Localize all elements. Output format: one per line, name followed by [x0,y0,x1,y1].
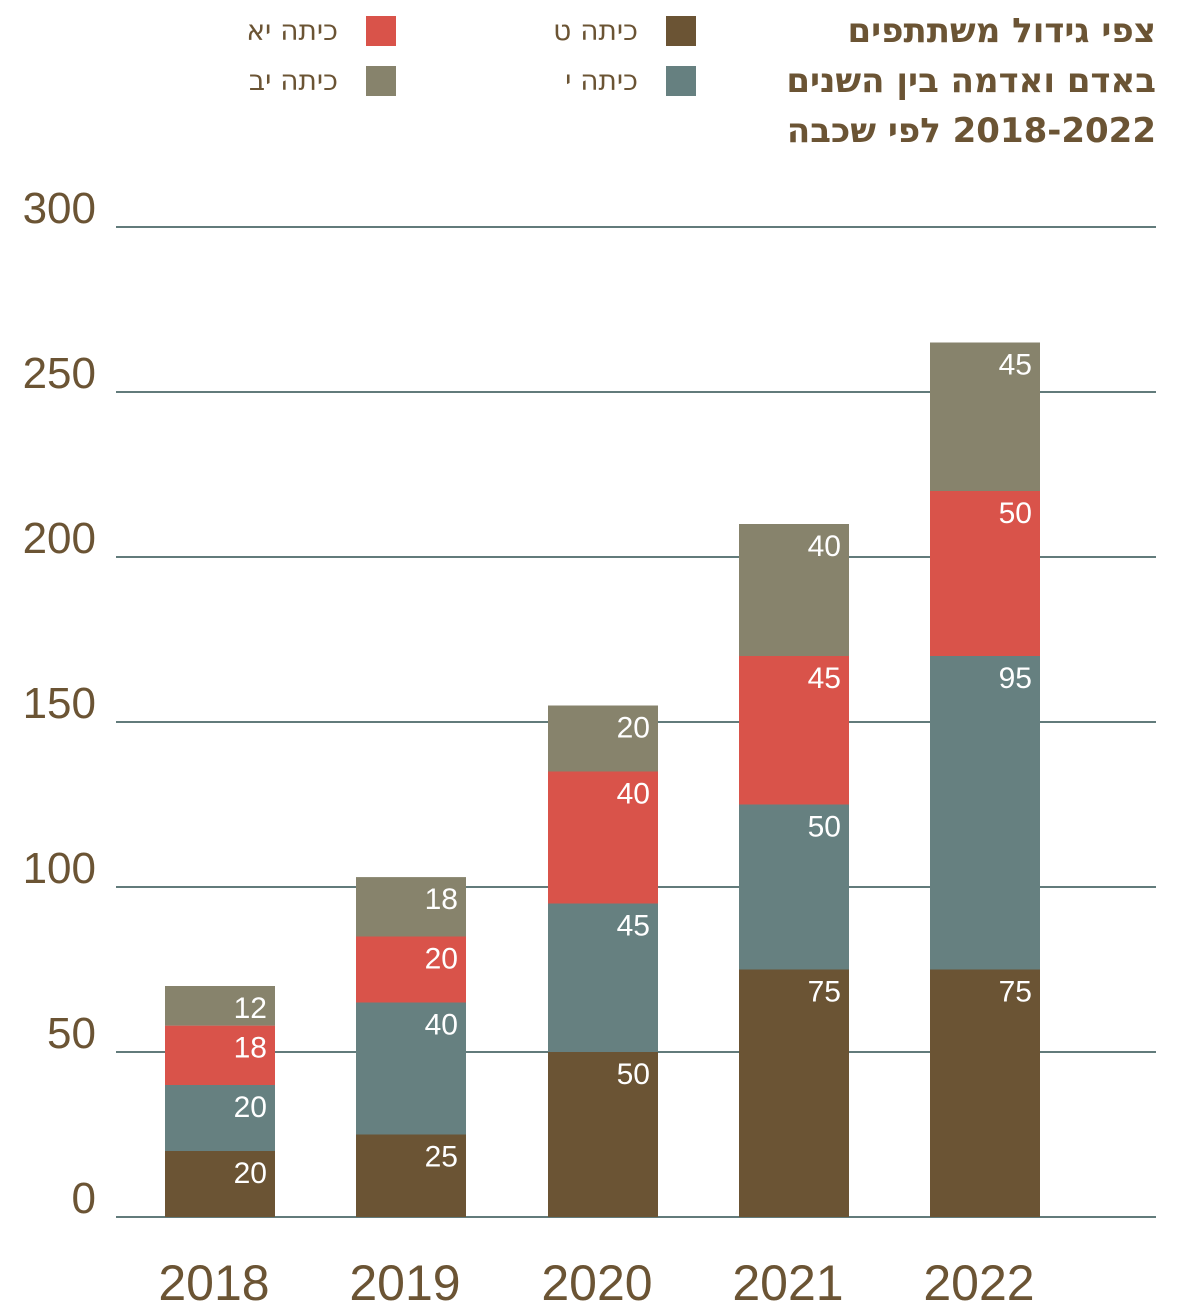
data-label-2022-series-3: 45 [999,349,1032,382]
bar-segment-2019-series-3 [356,877,466,937]
bar-segment-2019-series-1 [356,1002,466,1135]
data-label-2019-series-3: 18 [425,883,458,916]
bar-segment-2018-series-2 [165,1025,275,1085]
x-tick-label-2021: 2021 [732,1255,843,1311]
x-tick-label-2022: 2022 [923,1255,1034,1311]
legend-label-grade-12: כיתה יב [248,64,338,97]
legend-label-grade-10: כיתה י [565,64,638,97]
data-label-2022-series-0: 75 [999,976,1032,1009]
data-label-2020-series-1: 45 [617,910,650,943]
bar-segment-2022-series-2 [930,491,1040,656]
bar-segment-2018-series-0 [165,1151,275,1217]
data-label-2018-series-0: 20 [234,1157,267,1190]
bar-segment-2018-series-1 [165,1085,275,1151]
x-tick-label-2020: 2020 [541,1255,652,1311]
bar-segment-2019-series-0 [356,1134,466,1217]
chart-title-line-3: 2018-2022 לפי שכבה [786,111,1156,151]
bar-segment-2020-series-1 [548,903,658,1052]
legend-label-grade-9: כיתה ט [553,14,638,47]
x-tick-label-2019: 2019 [349,1255,460,1311]
data-label-2019-series-1: 40 [425,1009,458,1042]
data-label-2018-series-3: 12 [234,992,267,1025]
y-tick-label-100: 100 [23,844,96,893]
legend-item-grade-10: כיתה י [565,64,696,97]
bar-segment-2019-series-2 [356,936,466,1003]
y-tick-label-0: 0 [72,1174,96,1223]
bar-segment-2021-series-3 [739,524,849,656]
data-label-2021-series-0: 75 [808,976,841,1009]
bar-segment-2022-series-0 [930,969,1040,1217]
bar-segment-2020-series-3 [548,705,658,772]
y-tick-label-50: 50 [47,1009,96,1058]
data-label-2020-series-0: 50 [617,1058,650,1091]
bar-segment-2018-series-3 [165,986,275,1026]
data-label-2021-series-1: 50 [808,811,841,844]
chart-title-line-2: באדם ואדמה בין השנים [786,61,1156,101]
chart-title-line-1: צפי גידול משתתפים [847,11,1156,51]
legend-swatch-grade-10 [666,65,696,96]
data-label-2021-series-3: 40 [808,530,841,563]
data-label-2019-series-2: 20 [425,943,458,976]
legend-item-grade-12: כיתה יב [249,64,396,97]
bar-segment-2021-series-0 [739,969,849,1217]
chart-title: צפי גידול משתתפים באדם ואדמה בין השנים 2… [786,6,1156,156]
legend-swatch-grade-9 [666,15,696,46]
data-label-2020-series-2: 40 [617,778,650,811]
data-label-2022-series-2: 50 [999,497,1032,530]
data-label-2018-series-1: 20 [234,1091,267,1124]
legend-item-grade-11: כיתה יא [246,14,396,47]
y-tick-label-250: 250 [23,349,96,398]
bar-segment-2020-series-0 [548,1052,658,1217]
x-tick-label-2018: 2018 [158,1255,269,1311]
y-tick-label-200: 200 [23,514,96,563]
data-label-2018-series-2: 18 [234,1032,267,1065]
legend-swatch-grade-12 [366,65,396,96]
data-label-2019-series-0: 25 [425,1141,458,1174]
data-label-2020-series-3: 20 [617,712,650,745]
data-label-2022-series-1: 95 [999,662,1032,695]
bar-segment-2022-series-3 [930,342,1040,491]
bar-segment-2022-series-1 [930,656,1040,970]
bar-segment-2021-series-1 [739,804,849,970]
y-tick-label-300: 300 [23,184,96,233]
y-tick-label-150: 150 [23,679,96,728]
data-label-2021-series-2: 45 [808,662,841,695]
bar-segment-2021-series-2 [739,656,849,805]
legend-swatch-grade-11 [366,15,396,46]
bar-segment-2020-series-2 [548,771,658,904]
legend-label-grade-11: כיתה יא [246,14,338,47]
legend-item-grade-9: כיתה ט [553,14,696,47]
